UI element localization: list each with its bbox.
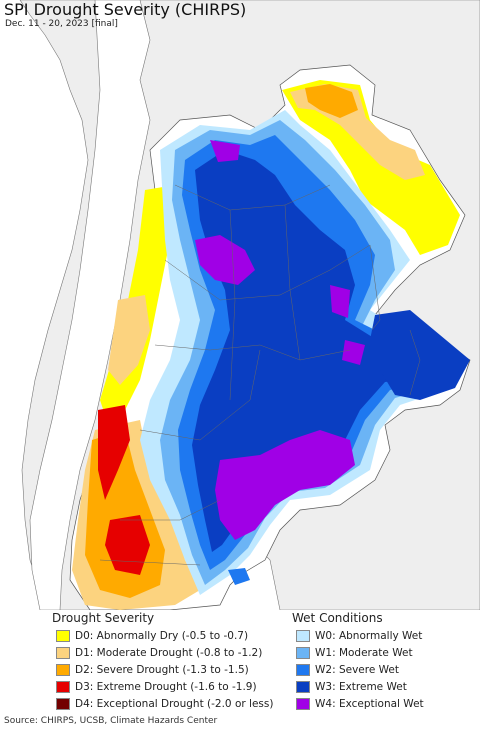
wet-w3-island <box>228 568 250 585</box>
drought-legend: Drought Severity D0: Abnormally Dry (-0.… <box>52 610 273 712</box>
legend-item-d2: D2: Severe Drought (-1.3 to -1.5) <box>52 661 273 678</box>
wet-w4-b <box>210 140 240 162</box>
wet-w4-a <box>195 235 255 285</box>
swatch-w3 <box>296 680 310 693</box>
internal-borders <box>99 184 421 566</box>
drought-d3-south <box>98 405 130 500</box>
legend-item-w1: W1: Moderate Wet <box>292 644 424 661</box>
swatch-d0 <box>56 629 70 642</box>
drought-d3-south2 <box>105 515 150 575</box>
drought-d2-north <box>305 84 358 118</box>
source-credit: Source: CHIRPS, UCSB, Climate Hazards Ce… <box>4 716 218 726</box>
legend-item-d3: D3: Extreme Drought (-1.6 to -1.9) <box>52 678 273 695</box>
legend-item-d4: D4: Exceptional Drought (-2.0 or less) <box>52 695 273 712</box>
legend-label-d3: D3: Extreme Drought (-1.6 to -1.9) <box>75 680 257 693</box>
swatch-w4 <box>296 697 310 710</box>
legend-label-w3: W3: Extreme Wet <box>315 680 407 693</box>
swatch-w2 <box>296 663 310 676</box>
western-strip <box>29 0 151 610</box>
wet-w4-e <box>215 430 355 540</box>
legend-label-w2: W2: Severe Wet <box>315 663 399 676</box>
legend-label-d4: D4: Exceptional Drought (-2.0 or less) <box>75 697 274 710</box>
map-title: SPI Drought Severity (CHIRPS) <box>4 0 247 19</box>
legend-label-d2: D2: Severe Drought (-1.3 to -1.5) <box>75 663 249 676</box>
legend-item-w0: W0: Abnormally Wet <box>292 627 424 644</box>
legend-item-w2: W2: Severe Wet <box>292 661 424 678</box>
wet-legend-title: Wet Conditions <box>292 611 383 625</box>
swatch-w1 <box>296 646 310 659</box>
legend-label-d1: D1: Moderate Drought (-0.8 to -1.2) <box>75 646 263 659</box>
swatch-d4 <box>56 697 70 710</box>
wet-w3-east <box>370 310 470 400</box>
drought-legend-title: Drought Severity <box>52 611 155 625</box>
swatch-d3 <box>56 680 70 693</box>
map-subtitle: Dec. 11 - 20, 2023 [final] <box>5 19 118 29</box>
legend-item-w3: W3: Extreme Wet <box>292 678 424 695</box>
drought-d1-west <box>108 295 150 385</box>
legend: Drought Severity D0: Abnormally Dry (-0.… <box>0 610 480 714</box>
legend-label-d0: D0: Abnormally Dry (-0.5 to -0.7) <box>75 629 249 642</box>
legend-label-w0: W0: Abnormally Wet <box>315 629 423 642</box>
wet-w4-d <box>342 340 365 365</box>
swatch-w0 <box>296 629 310 642</box>
legend-label-w4: W4: Exceptional Wet <box>315 697 424 710</box>
swatch-d2 <box>56 663 70 676</box>
swatch-d1 <box>56 646 70 659</box>
drought-map <box>19 0 480 610</box>
wet-w4-c <box>330 285 350 318</box>
drought-d0-north <box>282 80 460 255</box>
legend-item-w4: W4: Exceptional Wet <box>292 695 424 712</box>
legend-item-d1: D1: Moderate Drought (-0.8 to -1.2) <box>52 644 273 661</box>
legend-label-w1: W1: Moderate Wet <box>315 646 413 659</box>
wet-w3 <box>192 150 430 552</box>
wet-legend: Wet Conditions W0: Abnormally Wet W1: Mo… <box>292 610 424 712</box>
legend-item-d0: D0: Abnormally Dry (-0.5 to -0.7) <box>52 627 273 644</box>
